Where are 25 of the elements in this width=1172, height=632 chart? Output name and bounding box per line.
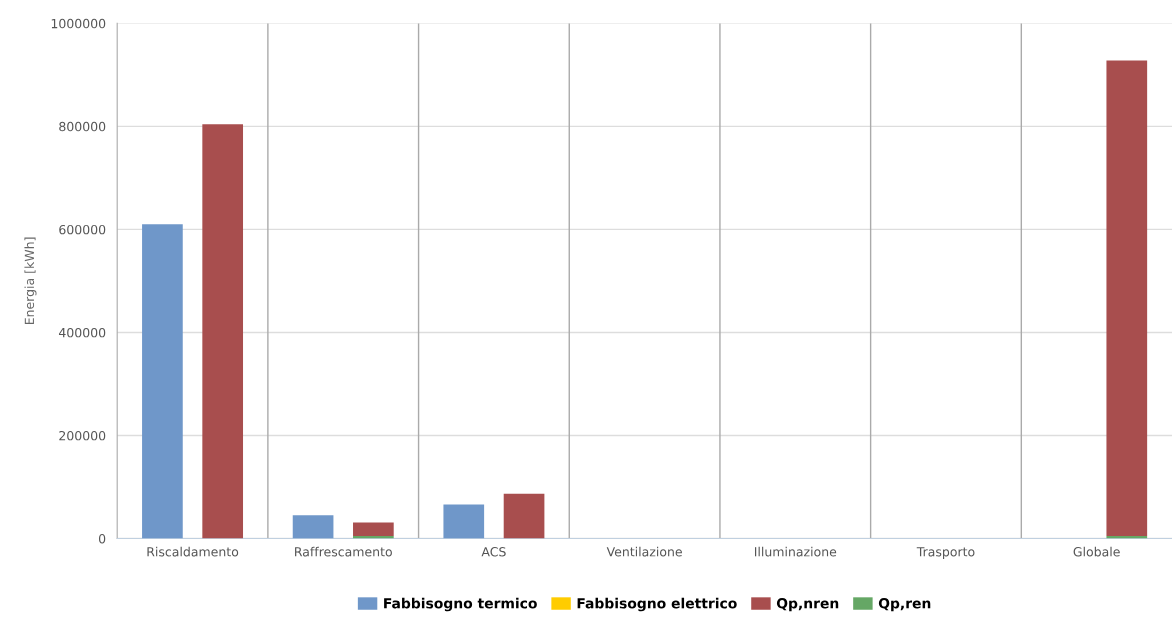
bar (202, 124, 244, 539)
legend-label: Fabbisogno termico (384, 597, 537, 612)
x-tick-label: Illuminazione (754, 546, 837, 557)
bar (142, 224, 183, 539)
x-tick-label: Ventilazione (606, 546, 682, 557)
y-tick-label: 400000 (58, 327, 106, 338)
x-tick-label: Riscaldamento (147, 546, 239, 557)
y-tick-label: 800000 (59, 121, 106, 132)
x-tick-label: Raffrescamento (295, 546, 392, 557)
y-axis-title: Energia [kWh] (24, 237, 37, 325)
bar (1106, 60, 1148, 536)
y-tick-label: 1000000 (51, 18, 106, 29)
legend-label: Qp,nren (776, 597, 839, 612)
x-tick-label: Trasporto (916, 547, 975, 559)
bar (443, 504, 485, 539)
x-tick-label: Globale (1073, 546, 1120, 557)
bar (503, 493, 545, 539)
x-tick-label: ACS (481, 547, 506, 557)
y-tick-label: 0 (98, 533, 106, 544)
legend-label: Fabbisogno elettrico (577, 597, 737, 612)
legend-label: Qp,ren (878, 597, 931, 612)
y-tick-label: 200000 (59, 430, 106, 441)
bar (353, 522, 394, 536)
y-tick-label: 600000 (59, 224, 106, 235)
bar (292, 515, 334, 539)
